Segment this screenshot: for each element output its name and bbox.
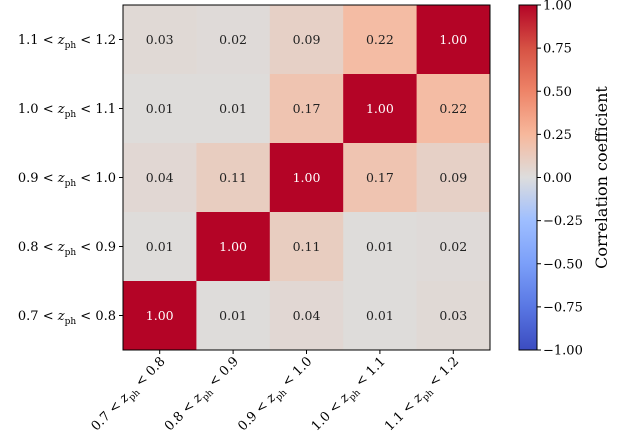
- heatmap-cell-value: 1.00: [293, 170, 321, 185]
- heatmap-cell-value: 1.00: [219, 239, 247, 254]
- heatmap-cell-value: 1.00: [366, 101, 394, 116]
- colorbar-tick-label: −0.75: [543, 300, 583, 315]
- x-tick-label: 0.9 < zph < 1.0: [235, 354, 317, 436]
- colorbar-tick-label: −0.25: [543, 214, 583, 229]
- heatmap-cell: [343, 5, 418, 75]
- colorbar-ticks: 1.00 0.75 0.50 0.25 0.00 −0.25 −0.50 −0.75 −1.00: [537, 0, 583, 359]
- heatmap-cell: [196, 281, 271, 351]
- heatmap-cell-value: 0.11: [293, 239, 321, 254]
- heatmap-cell: [269, 5, 344, 75]
- heatmap-cell-value: 0.02: [439, 239, 467, 254]
- heatmap-cell-value: 0.03: [146, 32, 174, 47]
- heatmap-cell-value: 0.03: [439, 308, 467, 323]
- heatmap-cell: [416, 212, 491, 282]
- heatmap-cell: [416, 143, 491, 213]
- heatmap-cell: [196, 212, 271, 282]
- heatmap-cell: [196, 5, 271, 75]
- colorbar-tick-label: 0.00: [543, 171, 572, 186]
- y-tick-label: 1.1 < zph < 1.2: [18, 33, 116, 51]
- x-tick-label: 0.8 < zph < 0.9: [162, 354, 244, 436]
- x-tick-label: 1.0 < zph < 1.1: [309, 354, 391, 436]
- heatmap-cell-value: 1.00: [439, 32, 467, 47]
- heatmap-cell-value: 0.01: [366, 308, 394, 323]
- colorbar-tick-label: 0.25: [543, 128, 572, 143]
- colorbar: [518, 4, 538, 351]
- y-tick-label: 0.8 < zph < 0.9: [18, 240, 116, 258]
- heatmap-cell: [123, 281, 197, 351]
- heatmap-cell-value: 0.01: [366, 239, 394, 254]
- x-tick-label: 0.7 < zph < 0.8: [89, 354, 171, 436]
- y-axis-ticks: 1.1 < zph < 1.2 1.0 < zph < 1.1 0.9 < zph …: [18, 33, 123, 327]
- heatmap-cell-value: 0.04: [146, 170, 174, 185]
- heatmap-cell-value: 0.09: [439, 170, 467, 185]
- heatmap-cell: [123, 143, 197, 213]
- colorbar-tick-label: −1.00: [543, 344, 583, 359]
- heatmap-cell-value: 0.01: [219, 308, 247, 323]
- heatmap-cell-value: 0.22: [366, 32, 394, 47]
- heatmap-cell-value: 0.17: [293, 101, 321, 116]
- colorbar-tick-label: 1.00: [543, 0, 572, 14]
- heatmap-cell: [416, 281, 491, 351]
- heatmap-cell: [269, 143, 344, 213]
- heatmap-cell: [196, 74, 271, 144]
- y-tick-label: 1.0 < zph < 1.1: [18, 102, 116, 120]
- heatmap-cell: [416, 74, 491, 144]
- heatmap-cell-labels: 0.03 0.02 0.09 0.22 1.00 0.01 0.01 0.17 1.00 0.22…: [146, 32, 467, 323]
- heatmap-cell: [343, 74, 418, 144]
- heatmap-cell-value: 0.02: [219, 32, 247, 47]
- heatmap-cell: [123, 212, 197, 282]
- heatmap-cell: [269, 281, 344, 351]
- heatmap-cell-value: 0.01: [219, 101, 247, 116]
- heatmap-cell: [269, 74, 344, 144]
- heatmap-cell: [123, 74, 197, 144]
- y-tick-label: 0.7 < zph < 0.8: [18, 309, 116, 327]
- heatmap-cell-value: 0.09: [293, 32, 321, 47]
- x-tick-label: 1.1 < zph < 1.2: [382, 354, 464, 436]
- heatmap-cell-value: 0.11: [219, 170, 247, 185]
- heatmap-cells: [123, 5, 491, 351]
- heatmap-cell-value: 0.17: [366, 170, 394, 185]
- heatmap-cell-value: 0.01: [146, 101, 174, 116]
- heatmap-cell: [343, 212, 418, 282]
- heatmap-cell: [196, 143, 271, 213]
- colorbar-tick-label: 0.50: [543, 85, 572, 100]
- heatmap-cell: [343, 281, 418, 351]
- heatmap-cell: [269, 212, 344, 282]
- colorbar-tick-label: −0.50: [543, 257, 583, 272]
- x-axis-ticks: 0.7 < zph < 0.80.8 < zph < 0.90.9 < zph …: [89, 350, 464, 436]
- colorbar-tick-label: 0.75: [543, 42, 572, 57]
- heatmap-cell-value: 0.01: [146, 239, 174, 254]
- heatmap-cell: [416, 5, 491, 75]
- y-tick-label: 0.9 < zph < 1.0: [18, 171, 116, 189]
- colorbar-label: Correlation coefficient: [592, 86, 611, 269]
- heatmap-cell: [343, 143, 418, 213]
- heatmap-cell-value: 1.00: [146, 308, 174, 323]
- heatmap-cell: [123, 5, 197, 75]
- heatmap-cell-value: 0.22: [439, 101, 467, 116]
- heatmap-cell-value: 0.04: [293, 308, 321, 323]
